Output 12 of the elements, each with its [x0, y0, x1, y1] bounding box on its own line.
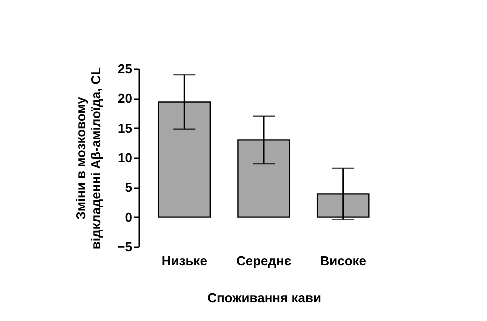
y-tick-label: 15 [118, 120, 132, 136]
x-tick-label: Високе [320, 254, 367, 268]
y-tick-label: −5 [118, 240, 132, 254]
x-tick-label: Середнє [236, 254, 292, 268]
y-tick-label: 10 [118, 150, 132, 166]
x-axis-title: Споживання кави [208, 290, 322, 306]
x-tick-label: Низьке [162, 254, 208, 268]
y-tick-label: 25 [118, 62, 132, 76]
y-tick-label: 0 [125, 210, 132, 225]
y-axis-title: Зміни в мозковому відкладенні Aβ-амілоїда, CL [74, 67, 104, 250]
y-tick-label: 20 [118, 91, 132, 106]
y-tick-label: 5 [125, 180, 132, 196]
